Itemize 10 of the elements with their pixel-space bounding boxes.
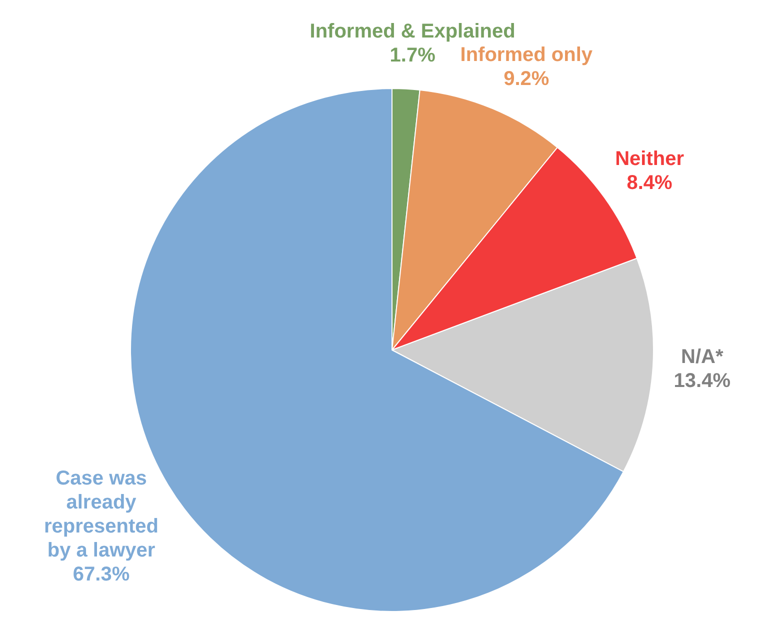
slice-label: Neither (615, 148, 684, 170)
slice-label: Case was already represented by a lawyer (44, 468, 159, 562)
slice-label: Informed & Explained (310, 20, 516, 43)
slice-label: N/A* (681, 346, 724, 368)
data-label: 67.3% (72, 564, 130, 586)
data-label: 1.7% (390, 44, 436, 67)
data-label: 13.4% (674, 370, 731, 392)
slice-label: Informed only (460, 44, 594, 66)
data-label: 9.2% (504, 68, 550, 90)
data-label: 8.4% (626, 172, 673, 194)
